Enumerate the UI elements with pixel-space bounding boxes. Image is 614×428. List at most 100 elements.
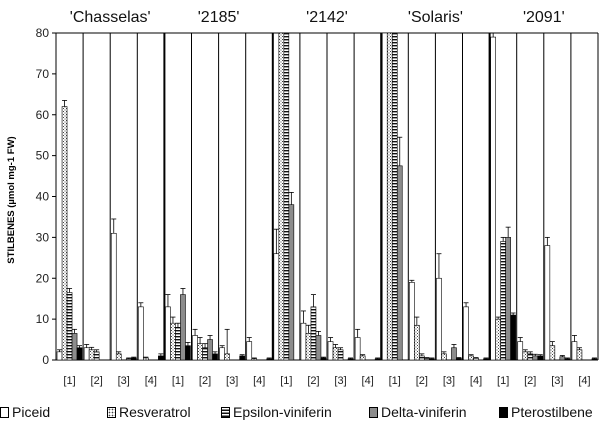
bar-epsilon-viniferin <box>500 241 506 361</box>
bar-pterostilbene <box>130 357 137 361</box>
legend-label: Pterostilbene <box>511 404 593 420</box>
bar-pterostilbene <box>347 358 354 361</box>
bar-pterostilbene <box>158 355 164 361</box>
x-tick-label: [2] <box>307 375 319 387</box>
legend-label: Resveratrol <box>119 404 191 420</box>
bar-epsilon-viniferin <box>527 353 534 361</box>
bar-piceid <box>110 232 117 361</box>
bar-epsilon-viniferin <box>419 355 425 361</box>
bar-piceid <box>219 347 225 361</box>
legend-item-resveratrol: Resveratrol <box>107 404 191 422</box>
y-tick-label: 50 <box>36 149 50 163</box>
stilbenes-bar-chart: 0 10 20 30 40 50 60 70 80 'Chasselas' '2185' '2142… <box>6 9 599 387</box>
bar-epsilon-viniferin <box>93 351 100 361</box>
bar-pterostilbene <box>266 358 273 361</box>
bar-resveratrol <box>224 353 230 361</box>
bar-piceid <box>327 341 334 361</box>
bar-resveratrol <box>143 357 149 361</box>
cultivar-label: 'Solaris' <box>408 9 463 26</box>
bar-epsilon-viniferin <box>391 32 398 361</box>
bar-pterostilbene <box>429 358 435 361</box>
legend-item-epsilon-viniferin: Epsilon-viniferin <box>221 404 332 422</box>
bar-resveratrol <box>386 32 393 361</box>
legend-swatch <box>0 407 9 418</box>
bar-delta-viniferin <box>505 237 511 361</box>
bar-pterostilbene <box>483 358 489 361</box>
bar-resveratrol <box>522 351 529 361</box>
bar-piceid <box>409 282 415 361</box>
bar-piceid <box>517 341 524 361</box>
bar-resveratrol <box>115 353 122 361</box>
bar-pterostilbene <box>591 358 598 361</box>
x-tick-label: [4] <box>470 375 482 387</box>
bar-piceid <box>56 351 63 361</box>
bar-delta-viniferin <box>125 358 132 361</box>
bar-epsilon-viniferin <box>283 32 290 361</box>
bar-resveratrol <box>170 322 176 361</box>
x-tick-label: [3] <box>226 375 238 387</box>
legend-item-piceid: Piceid <box>0 404 50 422</box>
bar-resveratrol <box>88 349 95 361</box>
bar-pterostilbene <box>185 345 191 361</box>
bar-epsilon-viniferin <box>473 358 479 361</box>
y-tick-label: 80 <box>36 26 50 40</box>
x-tick-label: [4] <box>145 375 157 387</box>
bar-resveratrol <box>441 353 447 361</box>
bar-piceid <box>381 32 388 361</box>
y-tick-label: 30 <box>36 230 50 244</box>
legend-label: Piceid <box>12 404 51 420</box>
bar-delta-viniferin <box>559 356 566 361</box>
bar-piceid <box>544 245 551 361</box>
bar-piceid <box>490 36 496 361</box>
bar-pterostilbene <box>537 355 544 361</box>
bar-resveratrol <box>332 347 339 361</box>
x-tick-label: [3] <box>334 375 346 387</box>
bar-delta-viniferin <box>315 335 322 361</box>
legend-swatch <box>369 407 378 418</box>
bar-piceid <box>273 253 280 361</box>
bar-resveratrol <box>359 355 366 361</box>
bar-resveratrol <box>468 355 474 361</box>
bar-pterostilbene <box>564 358 571 361</box>
x-tick-label: [1] <box>172 375 184 387</box>
x-tick-label: [4] <box>253 375 265 387</box>
legend-swatch <box>499 407 508 418</box>
bar-delta-viniferin <box>424 358 430 361</box>
x-tick-label: [3] <box>551 375 563 387</box>
y-tick-label: 0 <box>42 353 49 367</box>
bar-delta-viniferin <box>180 294 186 361</box>
bar-piceid <box>571 341 578 361</box>
bar-resveratrol <box>576 349 583 361</box>
legend-label: Epsilon-viniferin <box>233 404 332 420</box>
x-tick-label: [4] <box>362 375 374 387</box>
bar-piceid <box>138 306 144 361</box>
bar-resveratrol <box>414 324 420 361</box>
legend-swatch <box>221 407 230 418</box>
bar-delta-viniferin <box>451 347 457 361</box>
bar-piceid <box>83 347 90 361</box>
bar-pterostilbene <box>212 353 218 361</box>
bar-delta-viniferin <box>396 165 403 361</box>
x-tick-label: [2] <box>416 375 428 387</box>
bar-pterostilbene <box>239 355 245 361</box>
bar-epsilon-viniferin <box>175 326 181 361</box>
bar-piceid <box>463 306 469 361</box>
y-tick-label: 10 <box>36 312 50 326</box>
x-tick-label: [1] <box>63 375 75 387</box>
bar-pterostilbene <box>320 357 327 361</box>
cultivar-label: '2185' <box>198 9 240 26</box>
error-bars <box>57 32 597 359</box>
y-tick-label: 70 <box>36 67 50 81</box>
x-tick-label: [3] <box>443 375 455 387</box>
bar-resveratrol <box>549 345 556 361</box>
bar-epsilon-viniferin <box>310 306 317 361</box>
bar-epsilon-viniferin <box>66 292 73 361</box>
y-tick-label: 20 <box>36 271 50 285</box>
x-tick-label: [1] <box>497 375 509 387</box>
bar-pterostilbene <box>510 314 516 361</box>
y-tick-label: 40 <box>36 190 50 204</box>
legend: Piceid Resveratrol Epsilon-viniferin Delta-… <box>0 404 614 426</box>
bar-resveratrol <box>495 318 501 361</box>
bar-pterostilbene <box>456 358 462 361</box>
bar-resveratrol <box>61 106 68 361</box>
